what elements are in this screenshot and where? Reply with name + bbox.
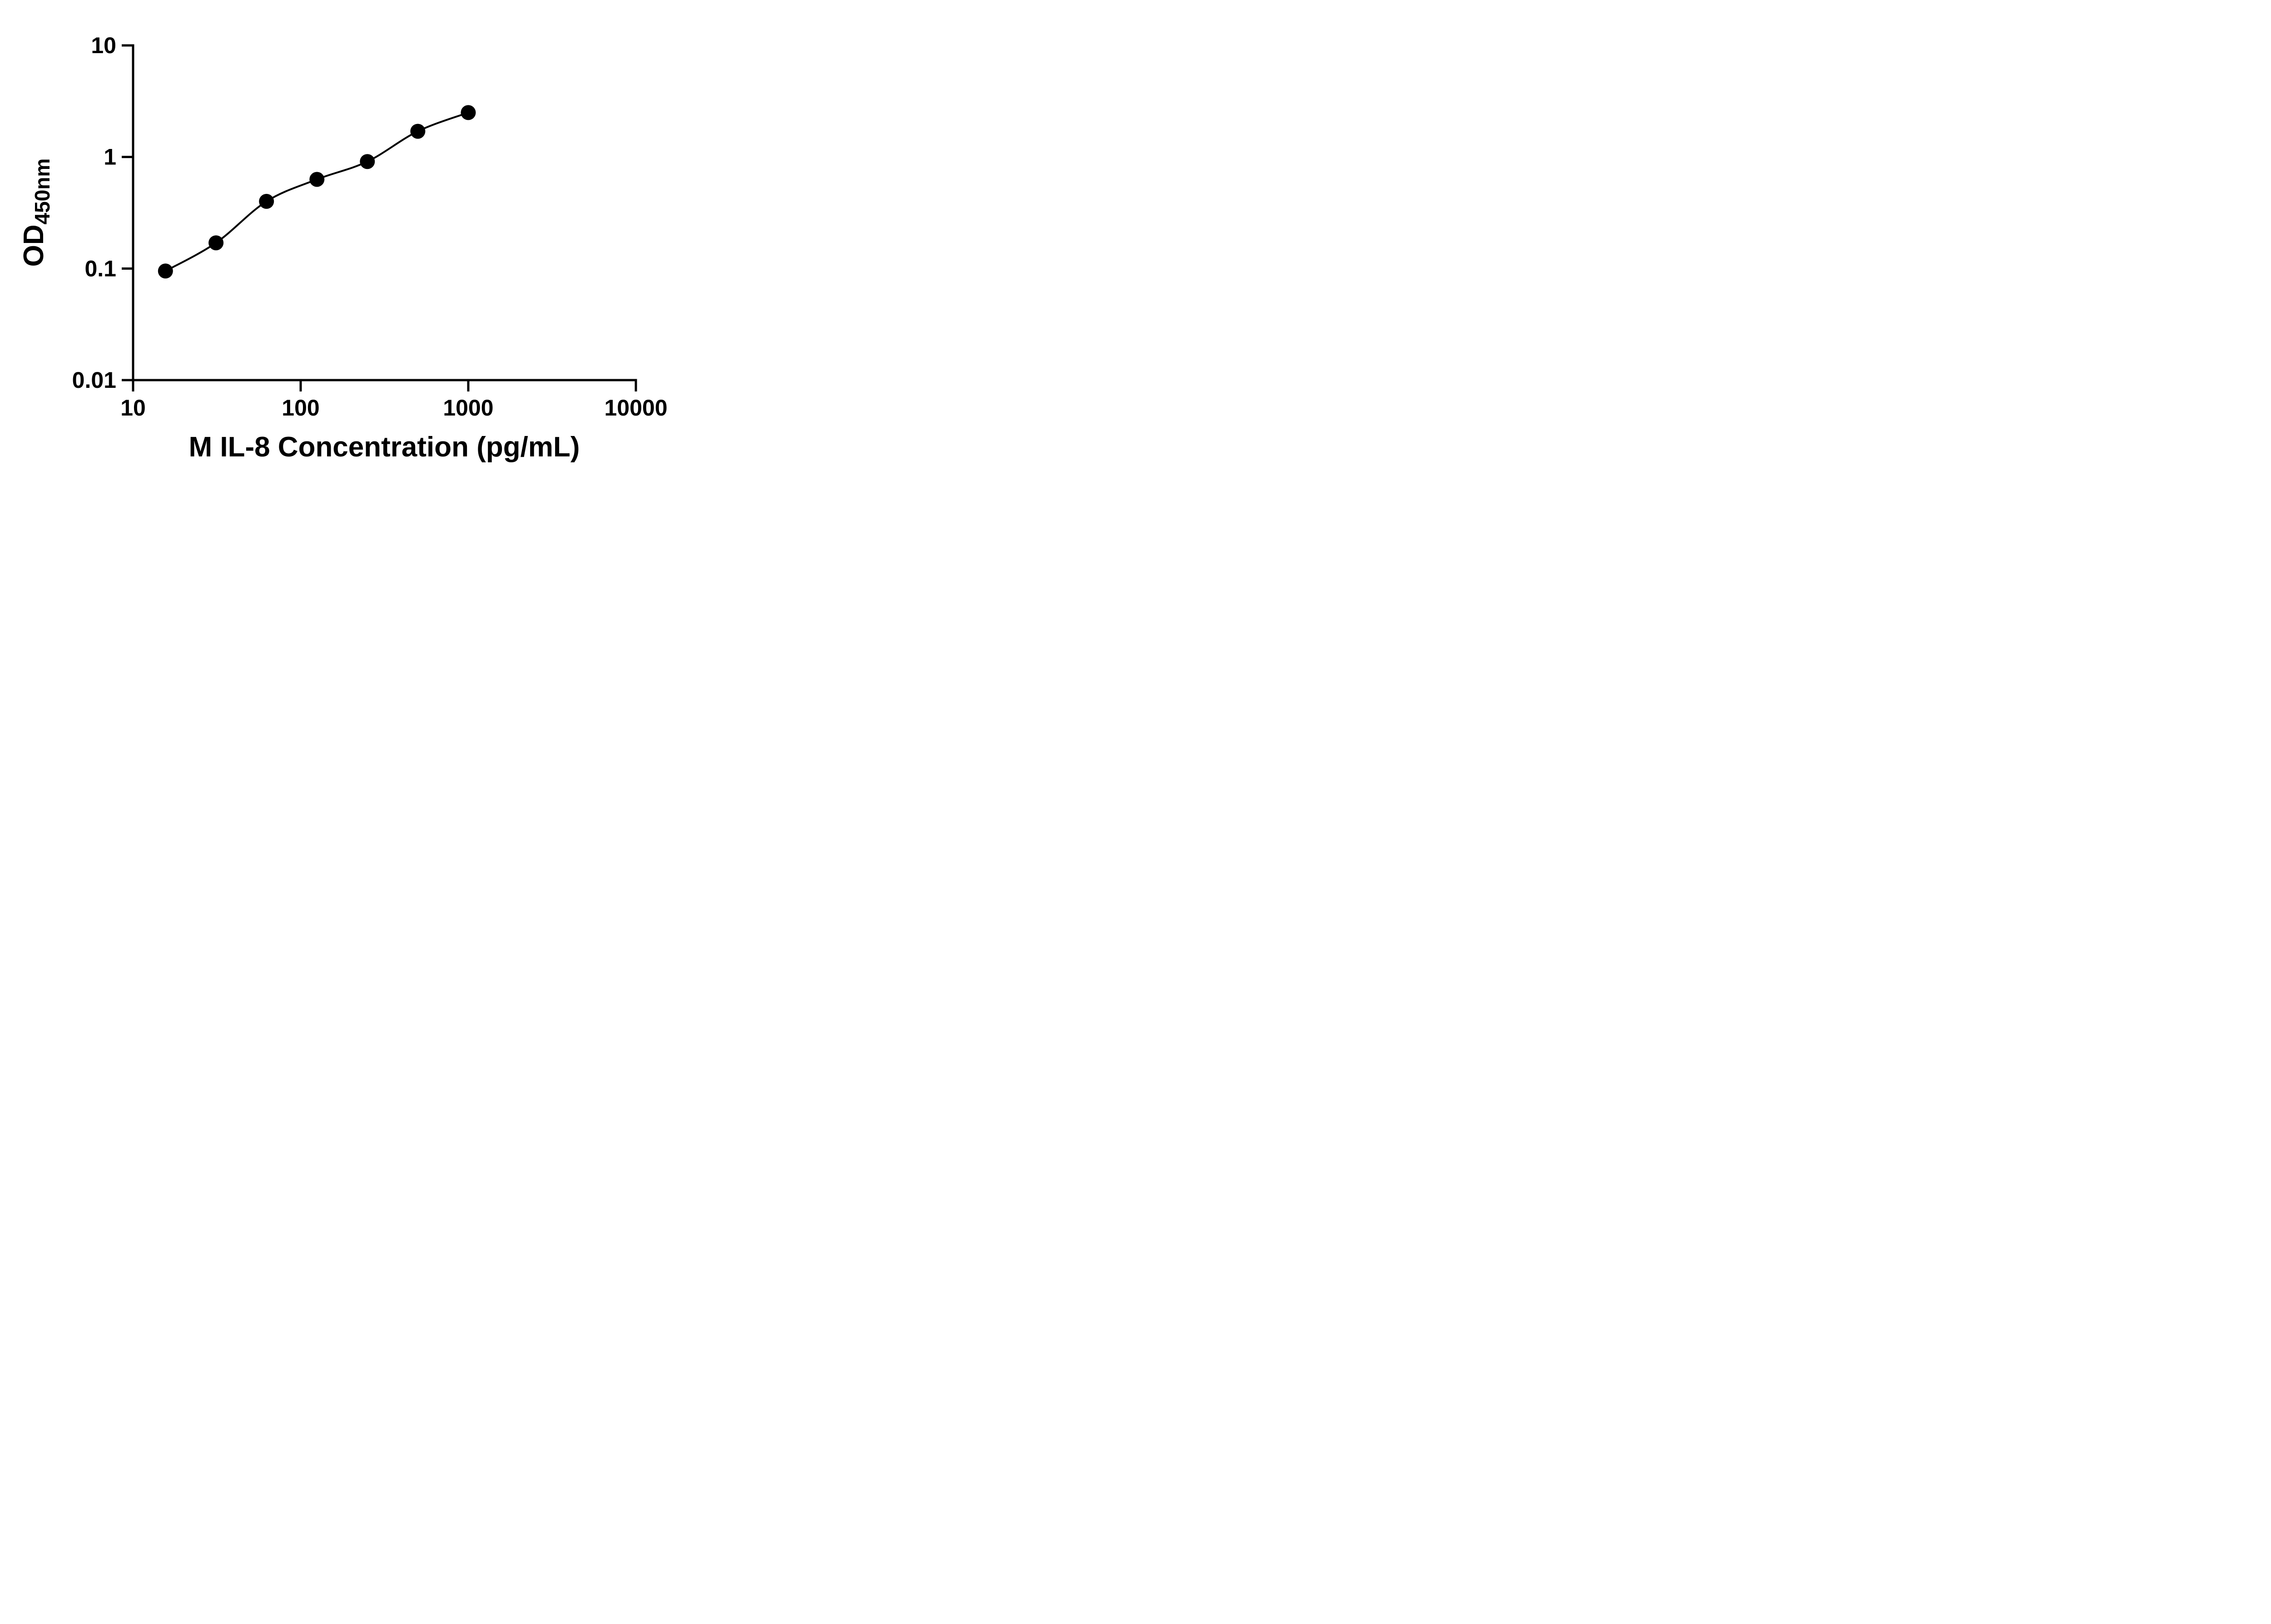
x-tick-label: 100: [282, 395, 319, 421]
y-tick-label: 10: [91, 33, 116, 58]
x-axis-title: M IL-8 Concentration (pg/mL): [188, 431, 580, 463]
y-tick-label: 1: [104, 144, 116, 170]
x-tick-label: 1000: [443, 395, 493, 421]
y-tick-label: 0.1: [84, 256, 116, 281]
y-axis-title: OD450nm: [18, 158, 54, 267]
y-axis-title-sub: 450nm: [30, 158, 54, 225]
plot-svg: 10 100 1000 10000 0.01 0.1 1 10 OD450nm M IL-8 …: [18, 33, 668, 463]
x-tick-label: 10: [120, 395, 146, 421]
y-tick-label: 0.01: [72, 367, 116, 393]
data-point: [360, 154, 375, 169]
data-point: [410, 124, 426, 139]
data-point: [158, 263, 173, 279]
plot-area: 10 100 1000 10000 0.01 0.1 1 10: [72, 33, 668, 421]
data-point: [259, 193, 274, 209]
data-point: [208, 235, 224, 251]
y-axis-title-main: OD: [18, 224, 50, 267]
x-tick-label: 10000: [604, 395, 667, 421]
data-point: [461, 105, 476, 120]
elisa-standard-curve-chart: 10 100 1000 10000 0.01 0.1 1 10 OD450nm M IL-8 …: [0, 0, 699, 487]
data-point: [309, 172, 325, 187]
